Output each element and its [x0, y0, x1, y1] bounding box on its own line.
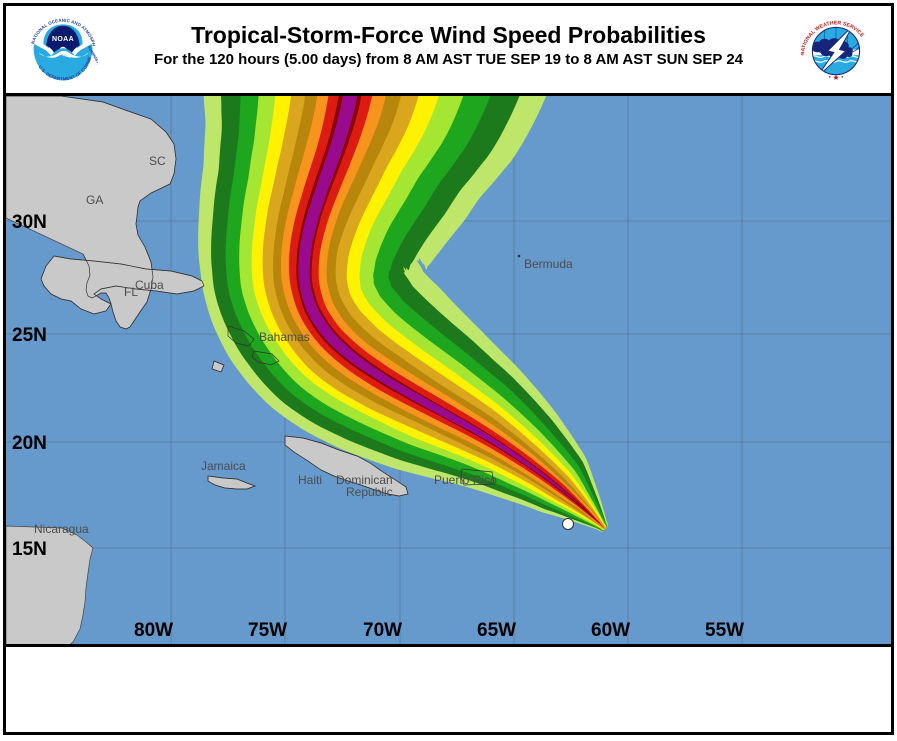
- svg-text:Nicaragua: Nicaragua: [34, 522, 89, 536]
- svg-text:Cuba: Cuba: [135, 278, 164, 292]
- svg-text:60W: 60W: [591, 620, 630, 641]
- svg-text:70W: 70W: [363, 620, 402, 641]
- svg-text:SC: SC: [149, 154, 166, 168]
- svg-text:NOAA: NOAA: [52, 36, 74, 43]
- svg-text:Haiti: Haiti: [298, 473, 322, 487]
- svg-text:20N: 20N: [12, 433, 47, 454]
- svg-text:Bermuda: Bermuda: [524, 257, 573, 271]
- svg-text:55W: 55W: [705, 620, 744, 641]
- svg-text:30N: 30N: [12, 212, 47, 233]
- svg-text:65W: 65W: [477, 620, 516, 641]
- svg-text:Puerto Rico: Puerto Rico: [434, 473, 497, 487]
- svg-text:Republic: Republic: [346, 485, 393, 499]
- svg-text:Jamaica: Jamaica: [201, 459, 246, 473]
- svg-text:15N: 15N: [12, 539, 47, 560]
- svg-text:GA: GA: [86, 193, 103, 207]
- svg-text:80W: 80W: [134, 620, 173, 641]
- svg-text:Bahamas: Bahamas: [259, 330, 310, 344]
- svg-text:75W: 75W: [248, 620, 287, 641]
- svg-text:25N: 25N: [12, 325, 47, 346]
